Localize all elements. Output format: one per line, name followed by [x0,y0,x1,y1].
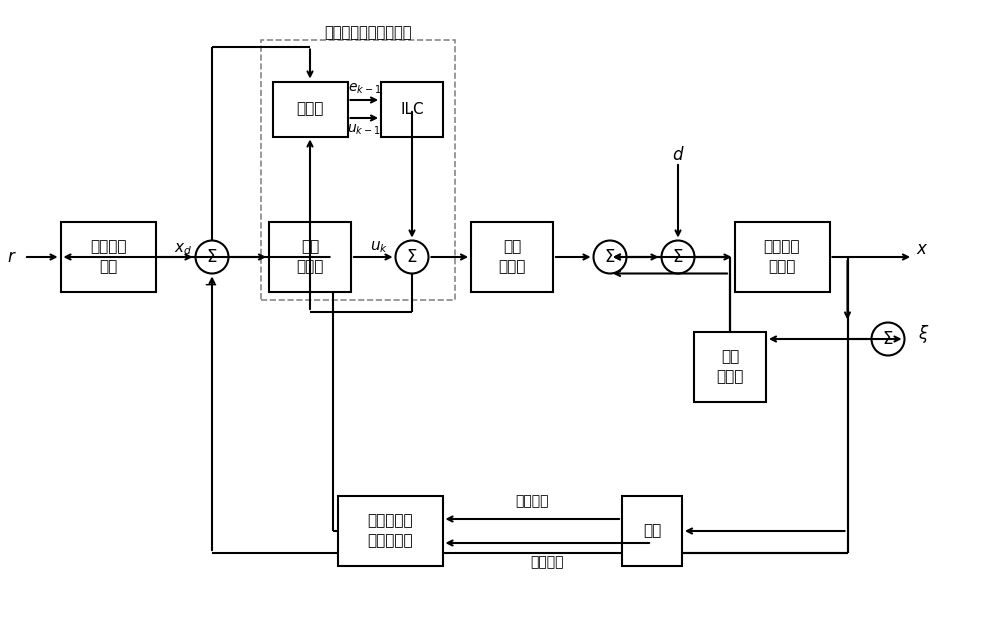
Text: $\Sigma$: $\Sigma$ [406,248,418,266]
Bar [471,222,553,292]
Bar [273,82,348,137]
Text: $u_k$: $u_k$ [370,239,388,255]
Text: 电机及传
动模块: 电机及传 动模块 [764,240,800,274]
Text: $r$: $r$ [7,248,17,266]
Text: 第一
控制器: 第一 控制器 [296,240,324,274]
Bar [694,332,766,402]
Text: $x$: $x$ [916,240,928,258]
Bar [269,222,351,292]
Text: 存储器: 存储器 [296,102,324,116]
Circle shape [396,241,429,274]
Text: $\Sigma$: $\Sigma$ [604,248,616,266]
Bar [381,82,443,137]
Circle shape [594,241,626,274]
Text: $\Sigma$: $\Sigma$ [882,330,894,348]
Text: 位置信息: 位置信息 [530,555,564,569]
Bar [622,496,682,566]
Circle shape [872,322,905,355]
Text: $-$: $-$ [203,275,217,293]
Text: $x_d$: $x_d$ [174,241,192,257]
Text: 轨迹生成
模块: 轨迹生成 模块 [90,240,126,274]
Text: $e_{k-1}$: $e_{k-1}$ [348,82,381,96]
Bar [338,496,442,566]
Text: $d$: $d$ [672,146,684,164]
Text: ILC: ILC [400,102,424,116]
Circle shape [196,241,229,274]
Bar [261,40,455,300]
Bar [61,222,156,292]
Text: $\xi$: $\xi$ [918,323,929,345]
Text: 干扰
观测器: 干扰 观测器 [716,350,744,384]
Text: $\Sigma$: $\Sigma$ [672,248,684,266]
Bar [735,222,830,292]
Text: 外层自学习
速度规划器: 外层自学习 速度规划器 [367,514,413,548]
Text: 位置环迭代学习控制器: 位置环迭代学习控制器 [324,25,412,40]
Text: 第二
控制器: 第二 控制器 [498,240,526,274]
Text: 速度信息: 速度信息 [516,494,549,508]
Text: $\Sigma$: $\Sigma$ [206,248,218,266]
Circle shape [662,241,694,274]
Text: $u_{k-1}$: $u_{k-1}$ [347,123,381,137]
Text: 微分: 微分 [643,524,661,539]
